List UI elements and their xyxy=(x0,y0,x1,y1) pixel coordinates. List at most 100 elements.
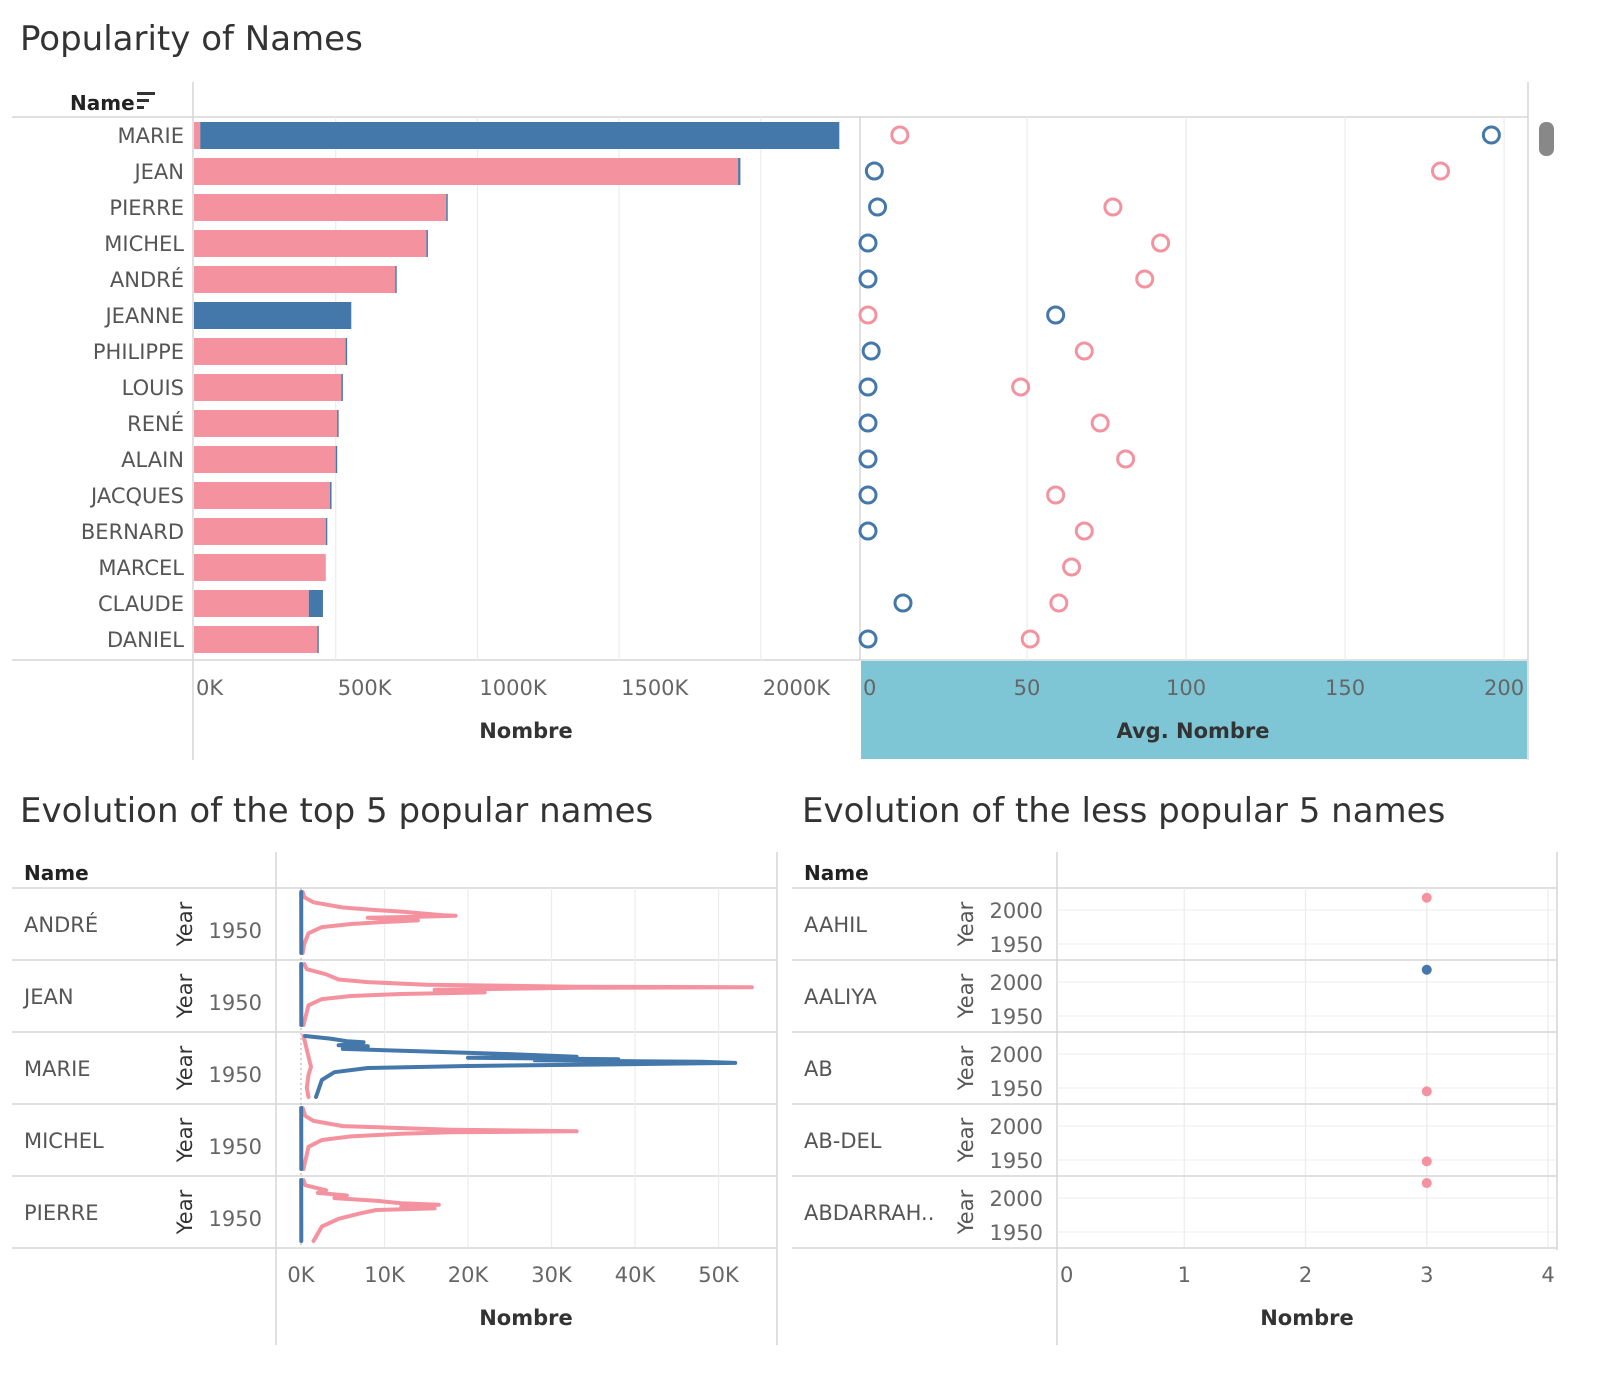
bar-segment[interactable] xyxy=(330,482,332,509)
name-point[interactable] xyxy=(1421,1086,1432,1097)
avg-dot[interactable] xyxy=(1074,341,1094,361)
bar-x-tick: 2000K xyxy=(763,676,831,700)
series-line[interactable] xyxy=(300,1106,579,1171)
name-point[interactable] xyxy=(1421,1178,1432,1189)
bar-segment[interactable] xyxy=(200,122,840,149)
name-label[interactable]: MARCEL xyxy=(98,556,184,580)
top5-name-label[interactable]: ANDRÉ xyxy=(24,912,98,937)
bar-segment[interactable] xyxy=(345,338,348,365)
top5-name-label[interactable]: JEAN xyxy=(22,985,74,1009)
avg-dot[interactable] xyxy=(1103,197,1123,217)
bar-segment[interactable] xyxy=(325,518,328,545)
avg-dot[interactable] xyxy=(861,341,881,361)
name-label[interactable]: DANIEL xyxy=(107,628,184,652)
bar-segment[interactable] xyxy=(446,194,448,221)
avg-dot[interactable] xyxy=(858,485,878,505)
bar-segment[interactable] xyxy=(194,626,318,653)
avg-dot[interactable] xyxy=(858,269,878,289)
avg-dot[interactable] xyxy=(1135,269,1155,289)
name-label[interactable]: MICHEL xyxy=(104,232,184,256)
avg-dot[interactable] xyxy=(1430,161,1450,181)
top5-name-label[interactable]: MICHEL xyxy=(24,1129,104,1153)
series-line[interactable] xyxy=(301,1034,313,1099)
bar-segment[interactable] xyxy=(194,122,201,149)
name-header[interactable]: Name xyxy=(70,91,135,115)
bar-segment[interactable] xyxy=(308,590,323,617)
avg-dot[interactable] xyxy=(1062,557,1082,577)
bar-segment[interactable] xyxy=(194,338,346,365)
avg-dot[interactable] xyxy=(1020,629,1040,649)
name-label[interactable]: MARIE xyxy=(117,124,184,148)
avg-dot[interactable] xyxy=(1046,305,1066,325)
name-point[interactable] xyxy=(1421,892,1432,903)
bar-segment[interactable] xyxy=(337,410,339,437)
series-line[interactable] xyxy=(301,962,754,1027)
name-label[interactable]: JEANNE xyxy=(103,304,184,328)
less5-name-label[interactable]: AB-DEL xyxy=(804,1129,882,1153)
bar-segment[interactable] xyxy=(194,230,427,257)
bar-segment[interactable] xyxy=(194,158,739,185)
avg-dot[interactable] xyxy=(858,449,878,469)
avg-dot[interactable] xyxy=(858,521,878,541)
avg-dot[interactable] xyxy=(893,593,913,613)
name-label[interactable]: BERNARD xyxy=(81,520,184,544)
bar-segment[interactable] xyxy=(335,446,338,473)
name-label[interactable]: ANDRÉ xyxy=(110,267,184,292)
bar-segment[interactable] xyxy=(341,374,343,401)
top5-name-label[interactable]: MARIE xyxy=(24,1057,91,1081)
bar-segment[interactable] xyxy=(426,230,428,257)
avg-dot[interactable] xyxy=(1049,593,1069,613)
name-label[interactable]: JACQUES xyxy=(89,484,184,508)
avg-dot[interactable] xyxy=(858,377,878,397)
avg-dot[interactable] xyxy=(890,125,910,145)
less5-name-label[interactable]: AB xyxy=(804,1057,833,1081)
bar-segment[interactable] xyxy=(194,194,447,221)
bar-segment[interactable] xyxy=(194,482,331,509)
series-line[interactable] xyxy=(300,890,458,955)
scrollbar-thumb[interactable] xyxy=(1539,122,1554,156)
name-label[interactable]: CLAUDE xyxy=(98,592,184,616)
avg-axis-highlight[interactable] xyxy=(861,661,1527,759)
avg-dot[interactable] xyxy=(858,233,878,253)
name-label[interactable]: LOUIS xyxy=(122,376,184,400)
bar-segment[interactable] xyxy=(395,266,397,293)
name-point[interactable] xyxy=(1421,1156,1432,1167)
avg-dot[interactable] xyxy=(1074,521,1094,541)
name-label[interactable]: JEAN xyxy=(132,160,184,184)
bar-segment[interactable] xyxy=(194,446,336,473)
avg-dot[interactable] xyxy=(868,197,888,217)
less5-name-label[interactable]: AALIYA xyxy=(804,985,877,1009)
bar-segment[interactable] xyxy=(194,554,326,581)
bar-segment[interactable] xyxy=(194,266,396,293)
avg-dot[interactable] xyxy=(1090,413,1110,433)
name-point[interactable] xyxy=(1421,964,1432,975)
bar-segment[interactable] xyxy=(194,374,342,401)
bar-segment[interactable] xyxy=(194,302,352,329)
sort-icon[interactable] xyxy=(137,92,155,109)
name-label[interactable]: RENÉ xyxy=(127,411,184,436)
less5-name-label[interactable]: AAHIL xyxy=(804,913,867,937)
series-line[interactable] xyxy=(301,1178,441,1243)
bar-segment[interactable] xyxy=(194,410,338,437)
bar-segment[interactable] xyxy=(738,158,741,185)
avg-dot[interactable] xyxy=(1116,449,1136,469)
avg-dot[interactable] xyxy=(858,413,878,433)
avg-dot[interactable] xyxy=(864,161,884,181)
bar-segment[interactable] xyxy=(194,518,326,545)
avg-dot[interactable] xyxy=(858,629,878,649)
series-line[interactable] xyxy=(303,1034,738,1099)
name-label[interactable]: ALAIN xyxy=(121,448,184,472)
year-tick: 1950 xyxy=(990,933,1043,957)
avg-dot[interactable] xyxy=(1046,485,1066,505)
bar-segment[interactable] xyxy=(317,626,319,653)
bar-segment[interactable] xyxy=(194,590,309,617)
name-label[interactable]: PHILIPPE xyxy=(93,340,184,364)
bar-x-tick: 1000K xyxy=(479,676,547,700)
avg-dot[interactable] xyxy=(1011,377,1031,397)
avg-dot[interactable] xyxy=(1481,125,1501,145)
top5-name-label[interactable]: PIERRE xyxy=(24,1201,99,1225)
avg-dot[interactable] xyxy=(858,305,878,325)
less5-name-label[interactable]: ABDARRAH.. xyxy=(804,1201,934,1225)
name-label[interactable]: PIERRE xyxy=(109,196,184,220)
avg-dot[interactable] xyxy=(1151,233,1171,253)
